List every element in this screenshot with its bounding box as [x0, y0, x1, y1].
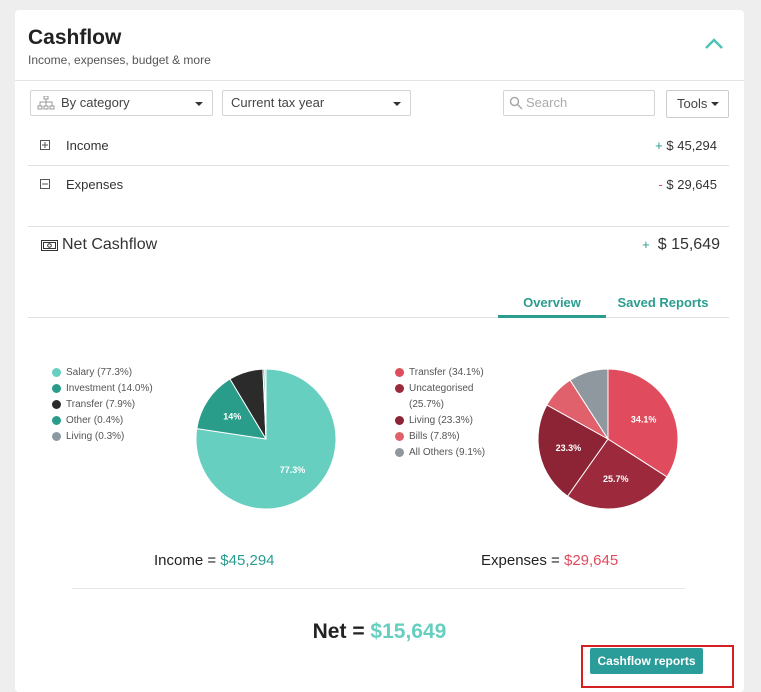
- income-legend-item: Transfer (7.9%): [52, 397, 153, 413]
- income-slice-label: 77.3%: [280, 465, 306, 475]
- income-legend-item: Living (0.3%): [52, 429, 153, 445]
- chevron-up-icon[interactable]: [704, 36, 724, 50]
- legend-label: Living (0.3%): [66, 431, 125, 442]
- expense-pie-slice[interactable]: [569, 368, 609, 441]
- income-amount: + $ 45,294: [655, 138, 717, 153]
- expense-slice-label: 25.7%: [603, 474, 629, 484]
- expenses-amount: - $ 29,645: [658, 177, 717, 192]
- income-total: Income = $45,294: [154, 552, 275, 569]
- page-subtitle: Income, expenses, budget & more: [28, 53, 211, 67]
- cashflow-reports-button[interactable]: Cashflow reports: [590, 648, 703, 674]
- legend-label: Living (23.3%): [409, 415, 473, 426]
- income-pie-slice[interactable]: [196, 378, 267, 440]
- legend-label: Uncategorised (25.7%): [409, 383, 474, 410]
- net-total: Net = $15,649: [312, 620, 447, 643]
- expense-pie-chart: 34.1% 25.7% 23.3%: [537, 368, 679, 510]
- tab-divider: [28, 317, 729, 318]
- search-placeholder: Search: [526, 95, 568, 110]
- expense-slice-label: 23.3%: [556, 443, 582, 453]
- expense-pie-slice[interactable]: [566, 438, 668, 510]
- group-by-value: By category: [61, 95, 130, 110]
- income-legend: Salary (77.3%) Investment (14.0%) Transfer…: [52, 365, 153, 445]
- expense-legend-item: Living (23.3%): [395, 413, 505, 429]
- income-legend-item: Investment (14.0%): [52, 381, 153, 397]
- legend-dot: [52, 400, 61, 409]
- caret-down-icon: [711, 102, 719, 106]
- expense-legend-item: All Others (9.1%): [395, 445, 505, 461]
- period-dropdown[interactable]: Current tax year: [222, 90, 411, 116]
- expenses-label: Expenses: [66, 177, 124, 192]
- banknote-icon: [41, 240, 58, 251]
- legend-dot: [395, 384, 404, 393]
- legend-dot: [52, 416, 61, 425]
- legend-dot: [395, 432, 404, 441]
- divider: [28, 226, 729, 227]
- search-input[interactable]: Search: [503, 90, 655, 116]
- period-value: Current tax year: [231, 95, 325, 110]
- expense-legend-item: Bills (7.8%): [395, 429, 505, 445]
- legend-label: Salary (77.3%): [66, 367, 133, 378]
- legend-label: All Others (9.1%): [409, 447, 486, 458]
- divider: [72, 588, 685, 589]
- legend-dot: [52, 432, 61, 441]
- divider: [28, 165, 729, 166]
- caret-down-icon: [195, 102, 203, 106]
- expense-slice-label: 34.1%: [631, 415, 657, 425]
- tab-overview[interactable]: Overview: [498, 295, 606, 318]
- group-by-dropdown[interactable]: By category: [30, 90, 213, 116]
- page-title: Cashflow: [28, 26, 122, 49]
- tools-label: Tools: [677, 96, 708, 111]
- legend-label: Transfer (34.1%): [409, 367, 484, 378]
- expense-pie-slice[interactable]: [537, 404, 609, 497]
- expense-legend-item: Uncategorised (25.7%): [395, 381, 505, 413]
- caret-down-icon: [393, 102, 401, 106]
- tools-button[interactable]: Tools: [666, 90, 729, 118]
- legend-dot: [395, 448, 404, 457]
- search-icon: [509, 96, 523, 110]
- income-legend-item: Salary (77.3%): [52, 365, 153, 381]
- legend-dot: [395, 416, 404, 425]
- net-cashflow-amount: + $ 15,649: [642, 236, 720, 253]
- income-legend-item: Other (0.4%): [52, 413, 153, 429]
- expand-icon[interactable]: [40, 140, 50, 150]
- highlight-box: [581, 645, 734, 688]
- income-label: Income: [66, 138, 109, 153]
- expense-legend: Transfer (34.1%) Uncategorised (25.7%) Liv…: [395, 365, 505, 461]
- cashflow-card: Cashflow Income, expenses, budget & more…: [15, 10, 744, 692]
- legend-label: Other (0.4%): [66, 415, 124, 426]
- legend-label: Investment (14.0%): [66, 383, 153, 394]
- expenses-total: Expenses = $29,645: [481, 552, 619, 569]
- legend-dot: [52, 368, 61, 377]
- legend-label: Transfer (7.9%): [66, 399, 136, 410]
- legend-label: Bills (7.8%): [409, 431, 460, 442]
- expense-legend-item: Transfer (34.1%): [395, 365, 505, 381]
- income-pie-slice[interactable]: [264, 368, 267, 440]
- net-cashflow-label: Net Cashflow: [62, 236, 158, 253]
- income-pie-chart: 77.3% 14%: [195, 368, 337, 510]
- income-slice-label: 14%: [223, 411, 241, 421]
- tab-saved-reports[interactable]: Saved Reports: [617, 295, 709, 310]
- legend-dot: [395, 368, 404, 377]
- legend-dot: [52, 384, 61, 393]
- hierarchy-icon: [37, 96, 55, 110]
- card-header: Cashflow Income, expenses, budget & more: [15, 10, 744, 81]
- collapse-icon[interactable]: [40, 179, 50, 189]
